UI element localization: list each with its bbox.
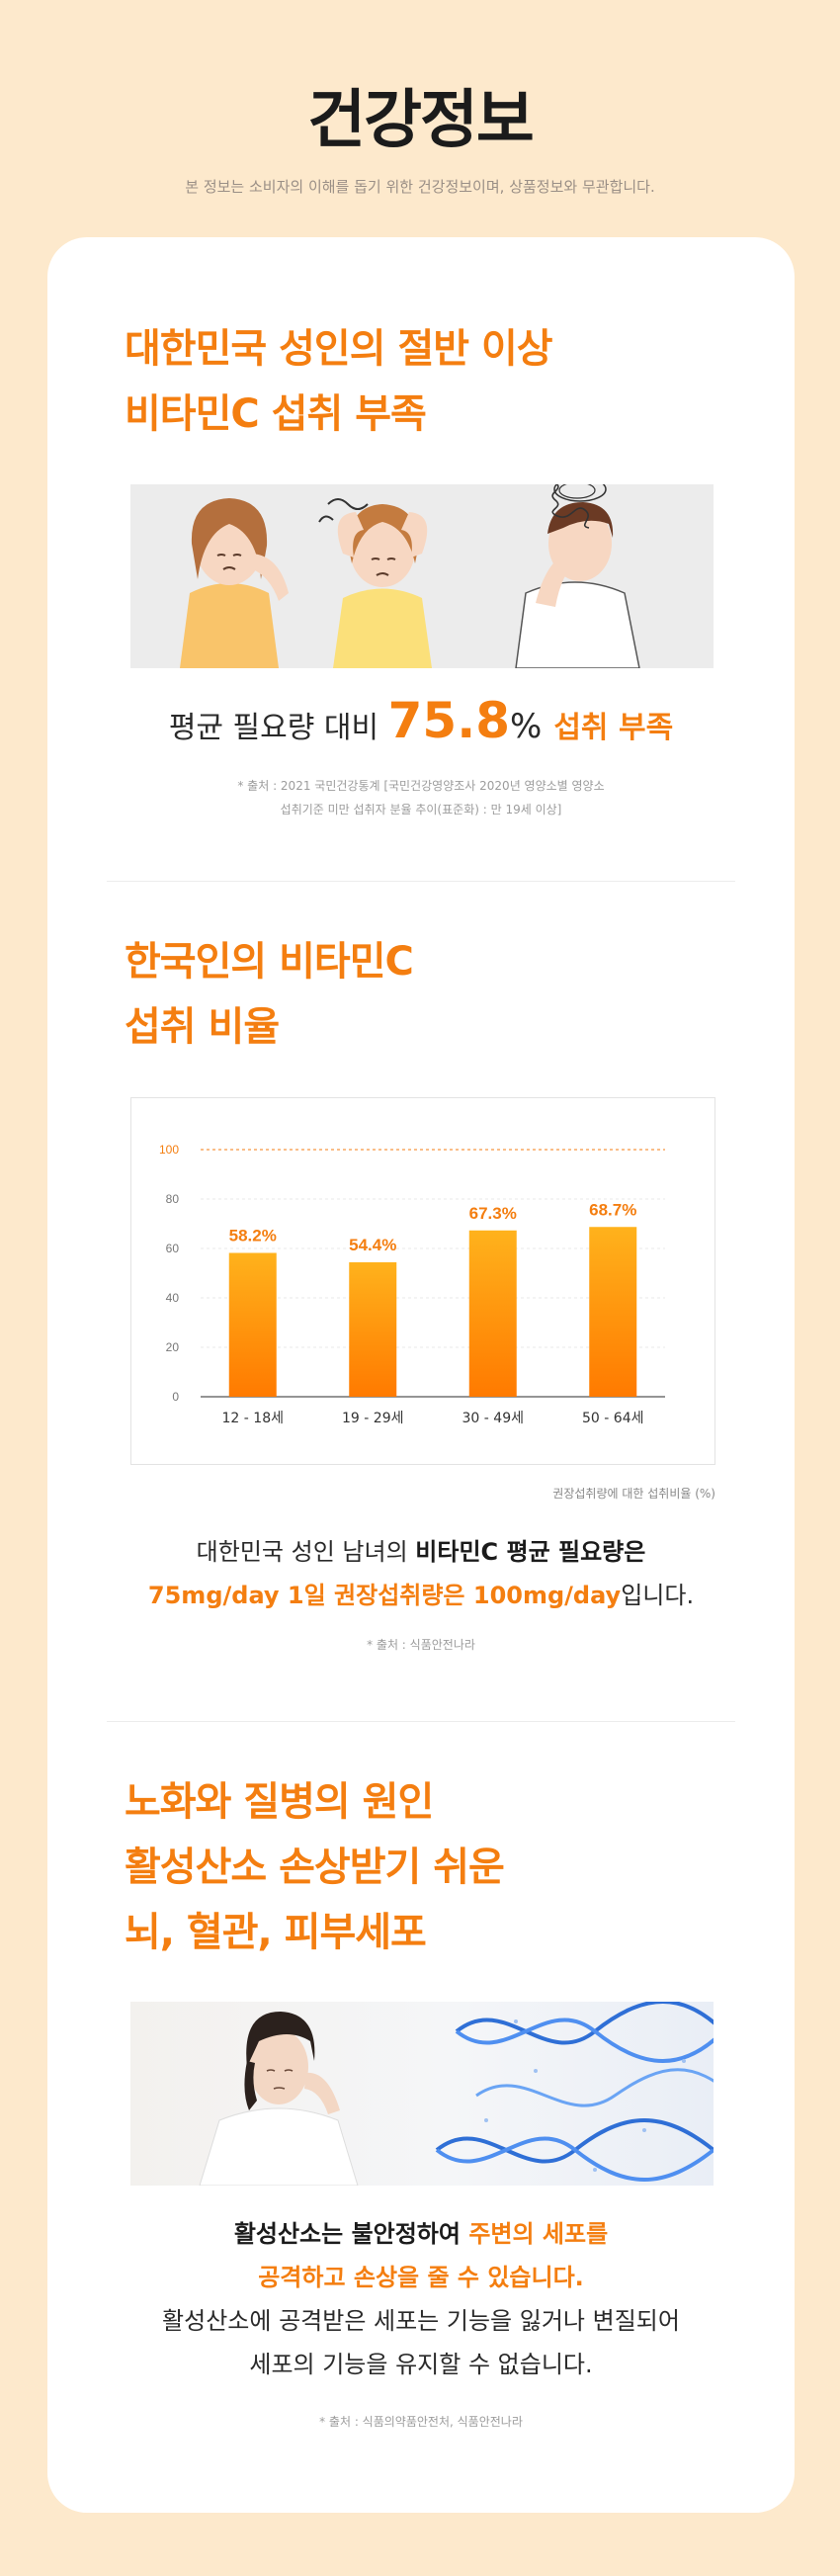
para-orange: 75mg/day 1일 권장섭취량은 100mg/day <box>147 1582 622 1609</box>
para-plain: 입니다. <box>621 1582 695 1609</box>
bar-value-label: 54.4% <box>349 1236 396 1254</box>
section3-title-line: 활성산소 손상받기 쉬운 <box>125 1845 505 1890</box>
stat-line: 평균 필요량 대비 75.8% 섭취 부족 <box>47 692 795 749</box>
section1-title: 대한민국 성인의 절반 이상 비타민C 섭취 부족 <box>125 316 553 447</box>
stat-prefix: 평균 필요량 대비 <box>168 711 379 745</box>
divider <box>107 881 735 882</box>
woman-dna-image <box>130 2002 714 2186</box>
dna-helix-graphic <box>435 2002 714 2182</box>
section1-title-line: 대한민국 성인의 절반 이상 <box>125 326 553 372</box>
y-tick-label: 100 <box>159 1143 179 1157</box>
para-orange: 주변의 세포를 <box>468 2220 609 2248</box>
source-line: * 출처 : 2021 국민건강통계 [국민건강영양조사 2020년 영양소별 … <box>237 779 605 793</box>
y-tick-label: 20 <box>166 1340 180 1354</box>
section1-source: * 출처 : 2021 국민건강통계 [국민건강영양조사 2020년 영양소별 … <box>47 774 795 821</box>
info-card: 대한민국 성인의 절반 이상 비타민C 섭취 부족 <box>47 237 795 2513</box>
para-line: 활성산소는 불안정하여 주변의 세포를 <box>47 2212 795 2256</box>
page-subtitle: 본 정보는 소비자의 이해를 돕기 위한 건강정보이며, 상품정보와 무관합니다… <box>185 178 655 196</box>
section2-title: 한국인의 비타민C 섭취 비율 <box>125 929 414 1060</box>
woman-headache-photo <box>199 2012 359 2186</box>
para-line: 공격하고 손상을 줄 수 있습니다. <box>47 2256 795 2299</box>
bar-value-label: 67.3% <box>469 1204 517 1223</box>
para-plain: 대한민국 성인 남녀의 <box>196 1538 416 1566</box>
chart-bar <box>589 1227 637 1397</box>
para-line: 75mg/day 1일 권장섭취량은 100mg/day입니다. <box>47 1574 795 1617</box>
section1-title-line: 비타민C 섭취 부족 <box>125 391 427 437</box>
section3-title-line: 노화와 질병의 원인 <box>125 1779 434 1825</box>
section3-paragraph: 활성산소는 불안정하여 주변의 세포를 공격하고 손상을 줄 수 있습니다. 활… <box>47 2212 795 2386</box>
section2-source: * 출처 : 식품안전나라 <box>367 1638 475 1652</box>
para-line: 세포의 기능을 유지할 수 없습니다. <box>249 2351 593 2378</box>
para-orange: 공격하고 손상을 줄 수 있습니다. <box>258 2264 584 2291</box>
stressed-people-illustration <box>130 484 714 668</box>
y-tick-label: 0 <box>172 1390 179 1404</box>
page-title: 건강정보 <box>307 84 535 157</box>
stat-unit: % <box>510 707 543 746</box>
section3-title: 노화와 질병의 원인 활성산소 손상받기 쉬운 뇌, 혈관, 피부세포 <box>125 1769 505 1965</box>
y-tick-label: 80 <box>166 1192 180 1206</box>
x-tick-label: 50 - 64세 <box>582 1411 643 1426</box>
section3-source: * 출처 : 식품의약품안전처, 식품안전나라 <box>319 2415 523 2429</box>
y-tick-label: 40 <box>166 1291 180 1305</box>
chart-container: 0 20 40 60 80 100 58.2% 12 - 18세 54.4% 19 - 29세 67… <box>130 1097 715 1465</box>
para-bold: 비타민C 평균 필요량은 <box>415 1538 646 1566</box>
vitamin-c-chart: 0 20 40 60 80 100 58.2% 12 - 18세 54.4% 19 - 29세 67… <box>159 1143 665 1426</box>
chart-bar <box>349 1262 397 1397</box>
bar-value-label: 58.2% <box>229 1227 277 1245</box>
section2-paragraph: 대한민국 성인 남녀의 비타민C 평균 필요량은 75mg/day 1일 권장섭… <box>47 1530 795 1617</box>
para-line: 활성산소에 공격받은 세포는 기능을 잃거나 변질되어 <box>162 2307 680 2335</box>
divider <box>107 1721 735 1722</box>
x-tick-label: 19 - 29세 <box>342 1411 403 1426</box>
para-bold: 활성산소는 불안정하여 <box>233 2220 469 2248</box>
chart-bar <box>228 1252 277 1397</box>
chart-bar <box>468 1230 517 1397</box>
para-line: 대한민국 성인 남녀의 비타민C 평균 필요량은 <box>47 1530 795 1574</box>
x-tick-label: 12 - 18세 <box>222 1411 284 1426</box>
source-line: 섭취기준 미만 섭취자 분율 추이(표준화) : 만 19세 이상] <box>280 803 562 816</box>
x-tick-label: 30 - 49세 <box>462 1411 524 1426</box>
section2-title-line: 섭취 비율 <box>125 1004 280 1050</box>
section3-title-line: 뇌, 혈관, 피부세포 <box>125 1910 427 1955</box>
bar-value-label: 68.7% <box>589 1200 636 1219</box>
stat-value: 75.8 <box>387 692 511 749</box>
chart-note: 권장섭취량에 대한 섭취비율 (%) <box>552 1487 715 1501</box>
section2-title-line: 한국인의 비타민C <box>125 939 414 985</box>
stat-suffix: 섭취 부족 <box>553 711 674 745</box>
y-tick-label: 60 <box>166 1242 180 1255</box>
